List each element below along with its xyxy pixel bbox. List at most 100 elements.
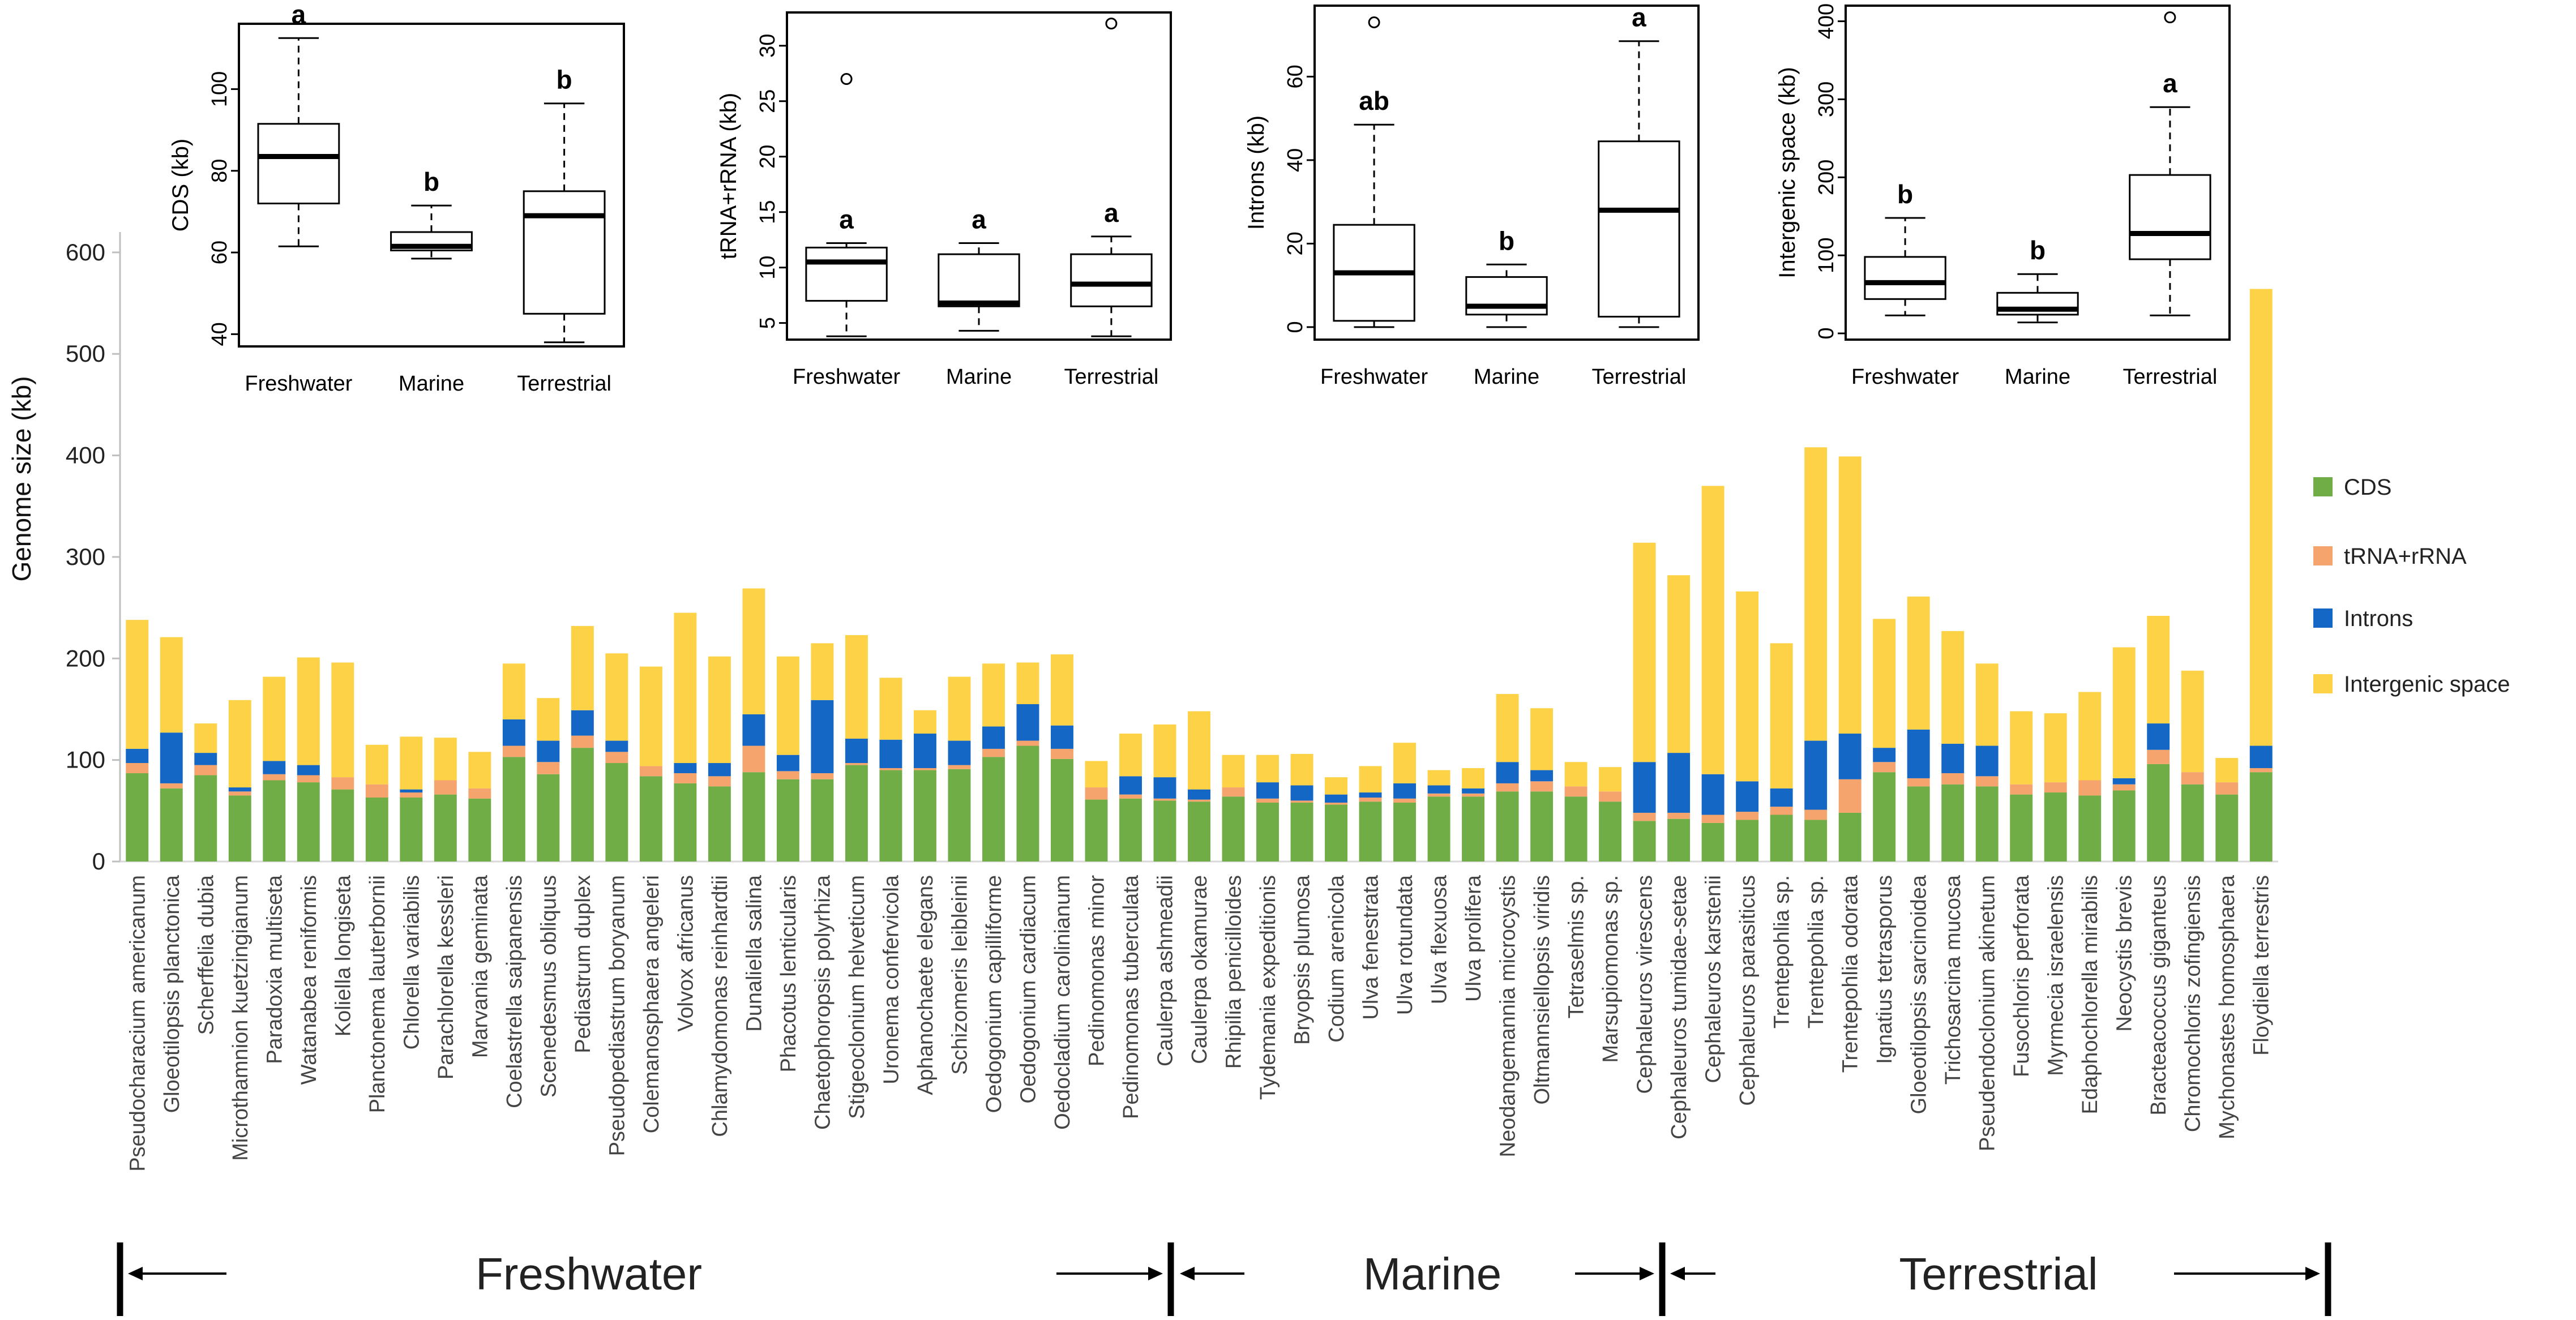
bar-intergenic-space-30: [1153, 724, 1176, 778]
bar-cds-28: [1085, 799, 1108, 862]
x-category-label-10: Marvania geminata: [468, 875, 492, 1058]
bar-intergenic-space-33: [1256, 755, 1279, 783]
bar-introns-26: [1016, 704, 1039, 741]
bar-intergenic-space-51: [1873, 619, 1896, 748]
trna-rrna-boxplot: 5 10 15 20 25 30 tRNA+rRNA (kb) a Freshwater a Mar…: [716, 11, 1172, 389]
bar-intergenic-space-58: [2112, 647, 2136, 778]
x-category-label-3: Microthamnion kuetzingianum: [229, 875, 253, 1161]
x-category-label-21: Stigeoclonium helveticum: [845, 875, 869, 1119]
x-category-label-57: Edaphochlorella mirabilis: [2078, 875, 2102, 1114]
trna-rrna-kb-significance-freshwater: a: [839, 205, 854, 234]
bar-trna-rrna-27: [1051, 748, 1073, 759]
trna-rrna-kb-significance-terrestrial: a: [1104, 198, 1119, 228]
x-category-label-60: Chromochloris zofingiensis: [2181, 875, 2205, 1132]
x-category-label-49: Trentepohlia sp.: [1804, 875, 1828, 1028]
x-category-label-35: Codium arenicola: [1325, 875, 1349, 1043]
x-category-label-51: Ignatius tetrasporus: [1873, 875, 1897, 1064]
bar-trna-rrna-38: [1427, 793, 1450, 797]
introns-kb-tick-label-0: 0: [1283, 321, 1307, 333]
bar-intergenic-space-29: [1119, 734, 1142, 777]
bar-cds-20: [811, 779, 834, 862]
bar-trna-rrna-7: [365, 784, 388, 798]
x-category-label-39: Ulva prolifera: [1462, 875, 1486, 1002]
bar-intergenic-space-9: [434, 738, 457, 781]
bar-introns-49: [1804, 740, 1828, 810]
bar-introns-22: [879, 739, 902, 768]
intergenic-space-kb-tick-label-200: 200: [1815, 160, 1838, 195]
intergenic-space-kb-frame: [1845, 5, 2231, 341]
bar-intergenic-space-53: [1941, 631, 1965, 744]
introns-kb-significance-marine: b: [1499, 226, 1514, 255]
bar-trna-rrna-59: [2147, 749, 2170, 764]
legend-swatch-cds: [2313, 477, 2333, 496]
bar-introns-13: [571, 710, 594, 736]
trna-rrna-kb-tick-label-25: 25: [756, 89, 780, 113]
bar-cds-22: [879, 770, 902, 862]
x-category-label-7: Planctonema lauterbornii: [366, 875, 390, 1113]
bar-cds-60: [2181, 784, 2204, 862]
bar-intergenic-space-41: [1530, 708, 1554, 770]
legend-swatch-introns: [2313, 608, 2333, 628]
x-category-label-61: Mychonastes homosphaera: [2215, 875, 2239, 1139]
bar-cds-57: [2078, 795, 2102, 862]
trna-rrna-kb-tick-label-15: 15: [756, 200, 780, 224]
bar-intergenic-space-54: [1975, 663, 1999, 746]
bar-introns-45: [1667, 753, 1691, 813]
x-category-label-43: Marsupiomonas sp.: [1599, 875, 1623, 1063]
y-tick-label-300: 300: [66, 543, 105, 570]
bar-cds-24: [948, 769, 971, 862]
bar-introns-18: [742, 714, 765, 746]
x-category-label-5: Watanabea reniformis: [297, 875, 321, 1085]
bar-trna-rrna-17: [708, 776, 731, 787]
x-category-label-45: Cephaleuros tumidae-setae: [1667, 875, 1691, 1139]
bar-trna-rrna-13: [571, 735, 594, 748]
bar-intergenic-space-62: [2249, 289, 2273, 746]
trna-rrna-kb-tick-label-5: 5: [756, 317, 780, 329]
x-category-label-41: Oltmannsiellopsis viridis: [1530, 875, 1554, 1104]
bar-introns-21: [845, 738, 868, 764]
bar-trna-rrna-12: [537, 762, 560, 774]
bar-introns-19: [776, 755, 799, 772]
bar-intergenic-space-8: [400, 736, 423, 790]
region-arrowhead-left-marine: [1180, 1267, 1195, 1280]
x-category-label-46: Cephaleuros karstenii: [1702, 875, 1726, 1083]
introns-kb-group-label-freshwater: Freshwater: [1320, 365, 1428, 389]
x-category-label-24: Schizomeris leibleinii: [948, 875, 972, 1075]
bar-introns-58: [2112, 778, 2136, 785]
bar-trna-rrna-61: [2215, 782, 2239, 795]
bar-trna-rrna-35: [1325, 802, 1347, 805]
bar-introns-35: [1325, 794, 1347, 803]
region-label-freshwater: Freshwater: [476, 1249, 702, 1299]
bar-introns-5: [297, 765, 320, 775]
introns-boxplot: 0 20 40 60 Introns (kb) ab Freshwater b Marine a T…: [1244, 3, 1700, 389]
bar-intergenic-space-38: [1427, 770, 1450, 786]
x-category-label-48: Trentepohlia sp.: [1770, 875, 1794, 1028]
introns-kb-outlier-freshwater-0: [1368, 16, 1380, 28]
x-category-label-9: Parachlorella kessleri: [434, 875, 458, 1079]
bar-cds-40: [1496, 791, 1519, 862]
intergenic-space-kb-box-freshwater: [1864, 256, 1946, 300]
bar-introns-54: [1975, 745, 1999, 777]
x-category-label-12: Scenedesmus obliquus: [537, 875, 560, 1098]
x-category-label-56: Myrmecia israelensis: [2044, 875, 2068, 1076]
bar-trna-rrna-28: [1085, 787, 1108, 800]
cds-kb-significance-terrestrial: b: [557, 65, 572, 95]
bar-trna-rrna-15: [639, 766, 662, 777]
bar-trna-rrna-3: [228, 791, 251, 796]
bar-introns-0: [126, 748, 149, 764]
introns-kb-box-marine: [1465, 276, 1548, 316]
bar-cds-49: [1804, 820, 1828, 862]
bar-intergenic-space-15: [639, 666, 662, 766]
trna-rrna-kb-group-label-marine: Marine: [946, 365, 1012, 389]
bar-intergenic-space-37: [1393, 743, 1417, 783]
x-category-label-38: Ulva flexuosa: [1428, 875, 1452, 1004]
bar-intergenic-space-43: [1599, 767, 1622, 792]
bar-cds-25: [982, 757, 1005, 862]
region-arrowhead-right-freshwater: [1148, 1267, 1163, 1280]
bar-trna-rrna-45: [1667, 812, 1691, 819]
cds-kb-tick-label-100: 100: [208, 71, 232, 107]
x-category-label-16: Volvox africanus: [674, 875, 698, 1032]
bar-introns-36: [1359, 792, 1382, 798]
